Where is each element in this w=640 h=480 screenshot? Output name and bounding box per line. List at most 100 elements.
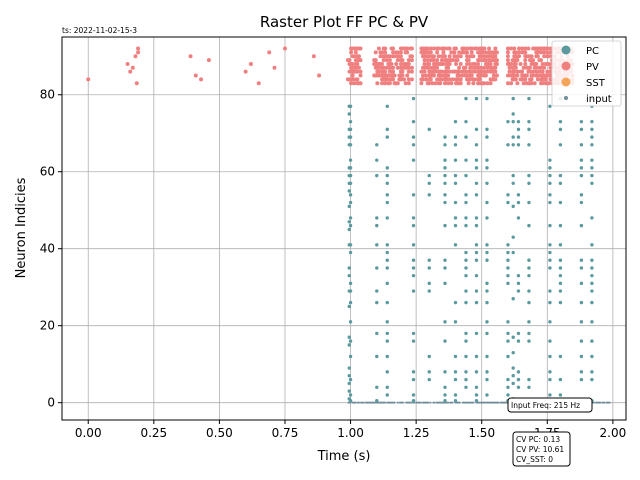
pv-spike bbox=[387, 54, 392, 59]
pv-spike bbox=[381, 58, 386, 63]
legend-marker-sst bbox=[561, 77, 571, 87]
y-tick-label: 20 bbox=[40, 319, 55, 333]
pv-spike bbox=[527, 65, 532, 70]
pc-spike bbox=[464, 266, 468, 270]
pv-spike bbox=[422, 58, 427, 63]
pc-spike bbox=[348, 354, 353, 359]
pc-spike bbox=[506, 393, 510, 397]
pc-spike bbox=[590, 181, 594, 185]
input-spike bbox=[608, 401, 611, 404]
pc-spike bbox=[385, 266, 389, 270]
pc-spike bbox=[443, 339, 447, 343]
pv-spike bbox=[427, 65, 432, 70]
pc-spike bbox=[347, 335, 351, 339]
pv-spike bbox=[465, 54, 470, 59]
pv-spike bbox=[512, 46, 517, 51]
pc-spike bbox=[375, 289, 379, 293]
pc-spike bbox=[579, 119, 584, 124]
pv-spike bbox=[358, 81, 363, 86]
pv-spike bbox=[463, 65, 468, 70]
pc-spike bbox=[464, 354, 468, 359]
pv-spike bbox=[531, 69, 536, 74]
pc-spike bbox=[474, 243, 479, 247]
pv-spike bbox=[425, 58, 430, 63]
pv-spike bbox=[529, 54, 534, 59]
pc-spike bbox=[347, 127, 351, 132]
pc-spike bbox=[464, 96, 468, 101]
pc-spike bbox=[464, 377, 468, 382]
pc-spike bbox=[516, 377, 521, 382]
pv-spike bbox=[521, 81, 526, 86]
pv-spike bbox=[542, 54, 547, 59]
pv-spike bbox=[469, 65, 474, 70]
pc-spike bbox=[347, 166, 351, 170]
pv-spike bbox=[433, 81, 438, 86]
pv-spike bbox=[431, 73, 436, 78]
pc-spike bbox=[474, 127, 479, 132]
pc-spike bbox=[506, 258, 510, 262]
pv-spike bbox=[545, 50, 550, 55]
pv-spike bbox=[193, 73, 198, 78]
pc-spike bbox=[347, 112, 351, 116]
pv-spike bbox=[485, 69, 490, 74]
pv-spike bbox=[439, 69, 444, 74]
pc-spike bbox=[427, 193, 431, 197]
pv-spike bbox=[485, 81, 490, 86]
pc-spike bbox=[527, 331, 531, 336]
pv-spike bbox=[493, 46, 498, 51]
pc-spike bbox=[443, 266, 447, 270]
pc-spike bbox=[453, 354, 458, 359]
pc-spike bbox=[474, 399, 479, 403]
pv-spike bbox=[539, 58, 544, 63]
pc-spike bbox=[375, 223, 379, 228]
pc-spike bbox=[474, 385, 479, 389]
pc-spike bbox=[527, 119, 531, 124]
pv-spike bbox=[482, 81, 487, 86]
pc-spike bbox=[347, 220, 351, 224]
pc-spike bbox=[443, 320, 447, 324]
pc-spike bbox=[464, 250, 468, 255]
pv-spike bbox=[447, 54, 452, 59]
pv-spike bbox=[395, 50, 400, 55]
pc-spike bbox=[385, 173, 389, 178]
pv-spike bbox=[494, 73, 499, 78]
pv-spike bbox=[535, 73, 540, 78]
pc-spike bbox=[548, 289, 552, 293]
pv-spike bbox=[380, 81, 385, 86]
pc-spike bbox=[506, 273, 510, 278]
pc-spike bbox=[590, 320, 594, 324]
pc-spike bbox=[464, 300, 468, 305]
pc-spike bbox=[347, 366, 351, 370]
pv-spike bbox=[469, 73, 474, 78]
pv-spike bbox=[458, 54, 463, 59]
pc-spike bbox=[347, 343, 351, 347]
pc-spike bbox=[385, 181, 389, 185]
x-tick-label: 0.25 bbox=[140, 426, 167, 440]
pv-spike bbox=[356, 65, 361, 70]
pv-spike bbox=[409, 77, 414, 82]
pc-spike bbox=[485, 377, 489, 382]
pv-spike bbox=[466, 58, 471, 63]
pv-spike bbox=[395, 65, 400, 70]
pv-spike bbox=[406, 69, 411, 74]
pv-spike bbox=[282, 46, 287, 51]
pv-spike bbox=[461, 46, 466, 51]
pc-spike bbox=[443, 173, 447, 178]
input-spike bbox=[357, 401, 360, 404]
pv-spike bbox=[395, 58, 400, 63]
pc-spike bbox=[548, 243, 552, 247]
pv-spike bbox=[487, 54, 492, 59]
x-tick-label: 0.75 bbox=[272, 426, 299, 440]
pv-spike bbox=[447, 46, 452, 51]
pv-spike bbox=[535, 77, 540, 82]
input-spike bbox=[410, 401, 413, 404]
pv-spike bbox=[535, 54, 540, 59]
pv-spike bbox=[465, 46, 470, 51]
pc-spike bbox=[590, 289, 594, 293]
pc-spike bbox=[474, 143, 479, 147]
pv-spike bbox=[349, 50, 354, 55]
pc-spike bbox=[411, 377, 416, 382]
input-spike bbox=[393, 401, 396, 404]
pc-spike bbox=[474, 273, 479, 278]
pc-spike bbox=[443, 385, 447, 389]
